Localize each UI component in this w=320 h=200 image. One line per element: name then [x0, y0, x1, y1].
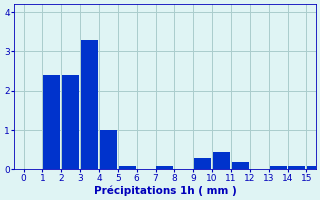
Bar	[194, 158, 211, 169]
Bar	[100, 130, 117, 169]
Bar	[307, 166, 320, 169]
Bar	[156, 166, 173, 169]
Bar	[289, 166, 306, 169]
Bar	[232, 162, 249, 169]
Bar	[119, 166, 136, 169]
Bar	[213, 152, 230, 169]
Bar	[270, 166, 287, 169]
Bar	[81, 40, 98, 169]
Bar	[43, 75, 60, 169]
Bar	[62, 75, 79, 169]
X-axis label: Précipitations 1h ( mm ): Précipitations 1h ( mm )	[93, 185, 236, 196]
